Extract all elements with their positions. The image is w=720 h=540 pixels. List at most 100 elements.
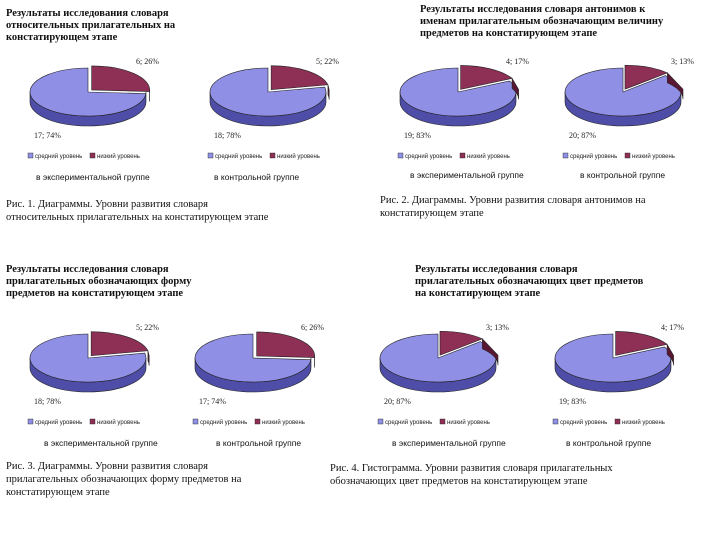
pie-slice-low-group bbox=[439, 330, 499, 366]
pie-slice-medium bbox=[29, 67, 147, 117]
panel-4-caption: Рис. 4. Гистограмма. Уровни развития сло… bbox=[330, 463, 613, 487]
data-label-medium: 17; 74% bbox=[34, 131, 61, 140]
pie-group bbox=[564, 67, 682, 127]
pie-slice-low bbox=[256, 331, 315, 358]
data-label-low: 4; 17% bbox=[506, 57, 529, 66]
panel-2-group-control: в контрольной группе bbox=[580, 170, 666, 180]
legend-swatch-medium bbox=[377, 418, 384, 425]
pie-chart-2: 18; 78% 5; 22% средний уровень низкий урове… bbox=[207, 57, 339, 160]
legend-swatch-medium bbox=[552, 418, 559, 425]
legend-label-low: низкий уровень bbox=[262, 419, 305, 426]
pie-slice-low bbox=[439, 330, 484, 356]
panel-2-title: Результаты исследования словаря антонимо… bbox=[420, 4, 664, 39]
pie-slice-medium bbox=[554, 333, 672, 383]
legend-label-medium: средний уровень bbox=[405, 153, 452, 160]
pie-slice-low bbox=[624, 64, 669, 90]
legend-label-medium: средний уровень bbox=[35, 419, 82, 426]
pie-slice-medium bbox=[564, 67, 682, 117]
pie-side-low bbox=[147, 350, 150, 366]
pie-group bbox=[399, 67, 517, 127]
legend-label-medium: средний уровень bbox=[215, 153, 262, 160]
panel-4-title: Результаты исследования словаря прилагат… bbox=[415, 264, 644, 299]
pie-slice-medium bbox=[379, 333, 497, 383]
legend-label-low: низкий уровень bbox=[632, 153, 675, 160]
data-label-medium: 20; 87% bbox=[569, 131, 596, 140]
panel-2-caption: Рис. 2. Диаграммы. Уровни развития слова… bbox=[380, 195, 646, 219]
pie-slice-low bbox=[615, 331, 668, 356]
pie-slice-medium bbox=[399, 67, 517, 117]
legend-swatch-medium bbox=[27, 152, 34, 159]
pie-slice-low-group bbox=[624, 64, 684, 100]
legend-swatch-medium bbox=[192, 418, 199, 425]
legend-label-low: низкий уровень bbox=[447, 419, 490, 426]
panel-2-group-experimental: в экспериментальной группе bbox=[410, 170, 524, 180]
legend-swatch-low bbox=[624, 152, 631, 159]
pie-slice-low-group bbox=[270, 65, 330, 100]
panel-1-group-experimental: в экспериментальной группе bbox=[36, 172, 150, 182]
data-label-low: 3; 13% bbox=[671, 57, 694, 66]
pie-chart-7: 20; 87% 3; 13% средний уровень низкий урове… bbox=[377, 323, 509, 426]
legend-swatch-medium bbox=[562, 152, 569, 159]
pie-slice-low-group bbox=[91, 65, 150, 102]
panel-1-caption: Рис. 1. Диаграммы. Уровни развития слова… bbox=[6, 199, 269, 223]
pie-chart-8: 19; 83% 4; 17% средний уровень низкий урове… bbox=[552, 323, 684, 426]
pie-side-low bbox=[667, 72, 684, 100]
panel-3-caption: Рис. 3. Диаграммы. Уровни развития слова… bbox=[6, 461, 242, 498]
legend-label-low: низкий уровень bbox=[97, 153, 140, 160]
data-label-medium: 18; 78% bbox=[214, 131, 241, 140]
legend-label-low: низкий уровень bbox=[97, 419, 140, 426]
pie-slice-low bbox=[460, 65, 513, 90]
pie-group bbox=[554, 333, 672, 393]
data-label-low: 6; 26% bbox=[301, 323, 324, 332]
legend-swatch-medium bbox=[207, 152, 214, 159]
legend-label-medium: средний уровень bbox=[385, 419, 432, 426]
pie-slice-low bbox=[91, 65, 150, 92]
panel-1-group-control: в контрольной группе bbox=[214, 172, 300, 182]
legend-label-low: низкий уровень bbox=[467, 153, 510, 160]
legend-swatch-medium bbox=[27, 418, 34, 425]
legend-swatch-medium bbox=[397, 152, 404, 159]
data-label-medium: 19; 83% bbox=[404, 131, 431, 140]
pie-slice-low-group bbox=[90, 331, 150, 366]
data-label-low: 5; 22% bbox=[316, 57, 339, 66]
data-label-medium: 19; 83% bbox=[559, 397, 586, 406]
data-label-low: 5; 22% bbox=[136, 323, 159, 332]
data-label-low: 3; 13% bbox=[486, 323, 509, 332]
pie-side-low bbox=[482, 338, 499, 366]
pie-side-low bbox=[666, 343, 674, 366]
data-label-medium: 18; 78% bbox=[34, 397, 61, 406]
panel-4-group-control: в контрольной группе bbox=[566, 438, 652, 448]
legend-swatch-low bbox=[459, 152, 466, 159]
panel-3-group-experimental: в экспериментальной группе bbox=[44, 438, 158, 448]
pie-group bbox=[209, 67, 327, 127]
pie-group bbox=[194, 333, 312, 393]
legend-swatch-low bbox=[269, 152, 276, 159]
pie-chart-6: 17; 74% 6; 26% средний уровень низкий урове… bbox=[192, 323, 324, 426]
legend-swatch-low bbox=[89, 418, 96, 425]
pie-group bbox=[29, 67, 147, 127]
legend-swatch-low bbox=[439, 418, 446, 425]
legend-label-medium: средний уровень bbox=[200, 419, 247, 426]
pie-side-low bbox=[327, 84, 330, 100]
pie-slice-low-group bbox=[256, 331, 315, 368]
pie-slice-medium bbox=[194, 333, 312, 383]
pie-slice-low bbox=[90, 331, 149, 356]
data-label-medium: 20; 87% bbox=[384, 397, 411, 406]
pie-chart-1: 17; 74% 6; 26% средний уровень низкий урове… bbox=[27, 57, 159, 160]
legend-swatch-low bbox=[254, 418, 261, 425]
panel-4-group-experimental: в экспериментальной группе bbox=[392, 438, 506, 448]
pie-chart-5: 18; 78% 5; 22% средний уровень низкий урове… bbox=[27, 323, 159, 426]
legend-label-low: низкий уровень bbox=[622, 419, 665, 426]
pie-slice-low bbox=[270, 65, 329, 90]
legend-label-medium: средний уровень bbox=[35, 153, 82, 160]
panel-3-group-control: в контрольной группе bbox=[216, 438, 302, 448]
pie-slice-medium bbox=[209, 67, 327, 117]
pie-slice-medium bbox=[29, 333, 147, 383]
panel-1-title: Результаты исследования словаря относите… bbox=[6, 8, 176, 43]
panel-3-title: Результаты исследования словаря прилагат… bbox=[6, 264, 192, 299]
legend-swatch-low bbox=[89, 152, 96, 159]
pie-group bbox=[379, 333, 497, 393]
pie-slice-low-group bbox=[615, 331, 674, 366]
pie-group bbox=[29, 333, 147, 393]
data-label-low: 6; 26% bbox=[136, 57, 159, 66]
